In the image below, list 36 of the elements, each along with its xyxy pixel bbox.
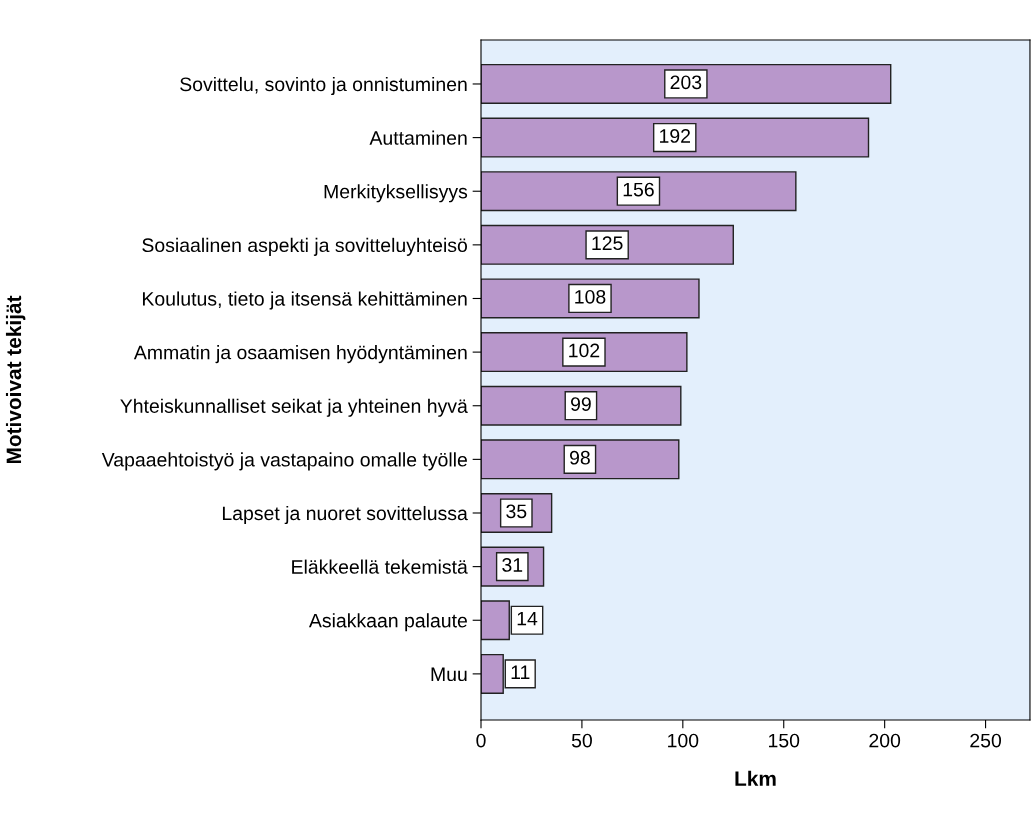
data-label: 108 — [575, 289, 606, 304]
data-label: 156 — [623, 182, 654, 197]
y-tick-label: Yhteiskunnalliset seikat ja yhteinen hyvä — [120, 398, 468, 417]
data-label: 125 — [592, 236, 623, 251]
y-tick-label: Muu — [431, 667, 467, 682]
x-tick-label: 100 — [668, 733, 699, 748]
y-tick-label: Eläkkeellä tekemistä — [292, 559, 468, 574]
data-label: 11 — [511, 665, 530, 679]
data-label: 35 — [506, 504, 527, 519]
x-tick-label: 50 — [571, 733, 592, 748]
x-axis-title: Lkm — [735, 770, 776, 786]
y-tick-label: Ammatin ja osaamisen hyödyntäminen — [133, 345, 467, 364]
y-tick-label: Vapaaehtoistyö ja vastapaino omalle työlle — [101, 452, 467, 471]
bar — [481, 439, 680, 480]
x-tick-label: 0 — [476, 733, 486, 748]
x-tick-label: 150 — [769, 733, 800, 748]
data-label: 99 — [571, 397, 591, 411]
y-tick-label: Lapset ja nuoret sovittelussa — [222, 505, 468, 525]
data-label: 14 — [517, 611, 538, 626]
y-tick-label: Merkityksellisyys — [324, 184, 468, 203]
y-tick-label: Auttaminen — [369, 130, 467, 145]
bar — [481, 385, 682, 426]
y-tick-label: Sosiaalinen aspekti ja sovitteluyhteisö — [142, 237, 468, 256]
data-label: 31 — [502, 558, 523, 572]
x-tick-label: 200 — [869, 733, 901, 748]
y-tick-label: Asiakkaan palaute — [308, 613, 467, 632]
y-tick-label: Koulutus, tieto ja itsensä kehittäminen — [143, 291, 467, 310]
data-label: 102 — [569, 343, 600, 358]
data-label: 98 — [569, 450, 590, 465]
data-label: 192 — [660, 129, 690, 143]
y-axis-title: Motivoivat tekijät — [5, 295, 26, 464]
x-tick-label: 250 — [970, 733, 1002, 748]
bar — [481, 117, 870, 158]
y-tick-label: Sovittelu, sovinto ja onnistuminen — [180, 76, 467, 96]
bar — [481, 63, 892, 104]
data-label: 203 — [670, 75, 702, 90]
